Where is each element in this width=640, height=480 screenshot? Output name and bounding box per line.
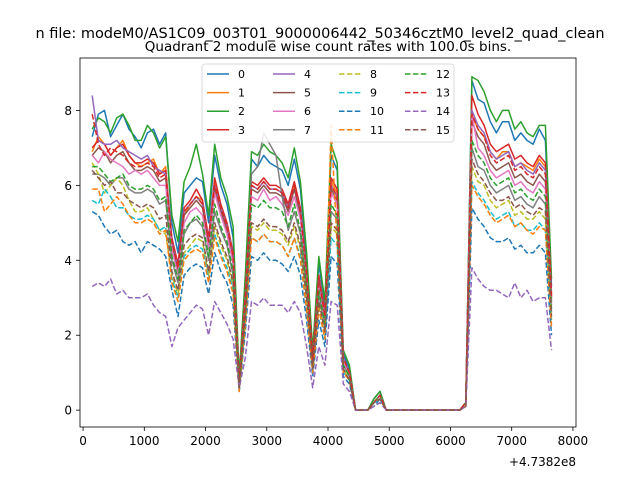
- y-tick-label: 2: [64, 329, 72, 343]
- x-tick-label: 0: [79, 434, 87, 448]
- series-line-2: [91, 75, 553, 411]
- legend-label: 12: [436, 68, 450, 81]
- legend-label: 8: [370, 68, 377, 81]
- x-tick-label: 5000: [374, 434, 405, 448]
- legend-label: 7: [304, 124, 311, 137]
- x-offset-label: +4.7382e8: [509, 455, 576, 469]
- plot-area: 0 1000 2000 3000 4000 5000 6000 7000 8000 02468 …: [64, 57, 588, 469]
- legend-label: 15: [436, 124, 450, 137]
- legend-frame: [201, 63, 455, 143]
- y-tick-label: 0: [64, 404, 72, 418]
- series-line-15: [91, 158, 553, 411]
- x-tick-label: 4000: [313, 434, 344, 448]
- legend-label: 13: [436, 87, 450, 100]
- series-line-10: [91, 207, 553, 411]
- legend-label: 1: [238, 87, 245, 100]
- y-tick-label: 8: [64, 104, 72, 118]
- x-tick-label: 7000: [496, 434, 527, 448]
- series-line-6: [91, 113, 553, 411]
- y-tick-label: 4: [64, 254, 72, 268]
- legend-label: 10: [370, 105, 384, 118]
- x-tick-label: 2000: [190, 434, 221, 448]
- x-tick-label: 8000: [558, 434, 589, 448]
- series-line-8: [91, 162, 553, 411]
- series-line-7: [92, 132, 553, 411]
- legend-label: 5: [304, 87, 311, 100]
- series-line-13: [91, 113, 553, 411]
- legend-label: 3: [238, 124, 245, 137]
- legend-label: 14: [436, 105, 450, 118]
- series-line-11: [92, 124, 553, 411]
- legend-label: 0: [238, 68, 245, 81]
- chart-title: Quadrant 2 module wise count rates with …: [145, 39, 511, 55]
- y-tick-label: 6: [64, 179, 72, 193]
- figure-suptitle: n file: modeM0/AS1C09_003T01_9000006442_…: [35, 26, 604, 42]
- legend-label: 9: [370, 87, 377, 100]
- y-axis: 0 2 4 6 8: [64, 104, 80, 418]
- x-axis: 0 1000 2000 3000 4000 5000 6000 7000 8000: [79, 427, 588, 448]
- legend-label: 11: [370, 124, 384, 137]
- x-tick-label: 3000: [251, 434, 282, 448]
- x-tick-label: 1000: [129, 434, 160, 448]
- series-layer: [91, 75, 553, 411]
- series-line-14: [91, 267, 553, 411]
- legend-label: 6: [304, 105, 311, 118]
- x-tick-label: 6000: [435, 434, 466, 448]
- legend-label: 4: [304, 68, 311, 81]
- series-line-12: [92, 139, 553, 411]
- legend-label: 2: [238, 105, 245, 118]
